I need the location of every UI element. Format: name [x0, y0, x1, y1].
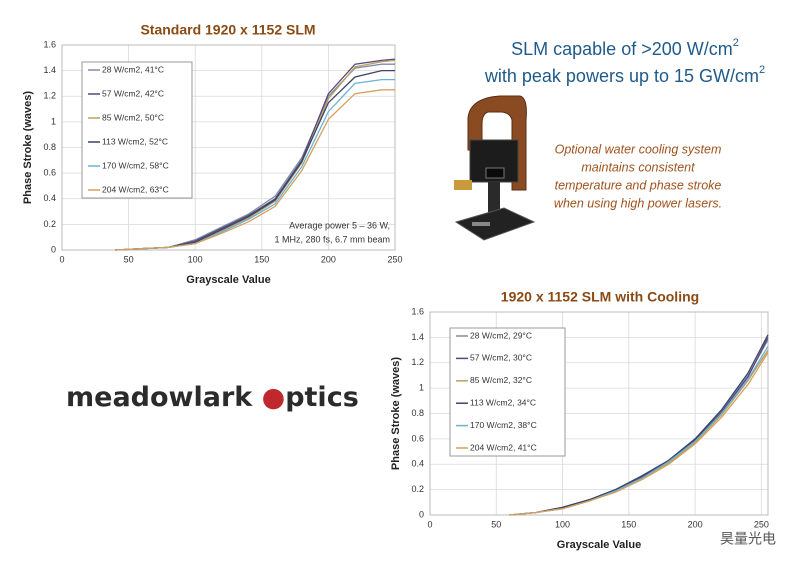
x-tick-label: 250: [387, 254, 402, 264]
logo-text: meadowlark ●ptics: [66, 382, 359, 413]
y-axis-label: Phase Stroke (waves): [22, 91, 34, 204]
x-tick-label: 200: [321, 254, 336, 264]
legend-label: 85 W/cm2, 32°C: [470, 375, 532, 385]
headline-text: SLM capable of >200 W/cm: [511, 39, 733, 59]
x-tick-label: 0: [427, 519, 432, 529]
description-line: temperature and phase stroke: [555, 178, 722, 192]
y-tick-label: 1.4: [43, 65, 56, 75]
chart-title: Standard 1920 x 1152 SLM: [140, 22, 315, 38]
x-tick-label: 100: [555, 519, 570, 529]
y-tick-label: 1.2: [411, 357, 424, 367]
legend-label: 113 W/cm2, 52°C: [102, 136, 168, 146]
headline-sup: 2: [733, 37, 739, 49]
x-tick-label: 250: [754, 519, 769, 529]
headline-sup: 2: [759, 64, 765, 76]
legend-label: 204 W/cm2, 41°C: [470, 442, 537, 452]
y-tick-label: 1.6: [43, 39, 56, 49]
plot-frame: [429, 311, 769, 516]
series-line: [509, 352, 769, 516]
description-line: when using high power lasers.: [554, 196, 722, 210]
y-tick-label: 0.2: [43, 219, 56, 229]
x-tick-label: 0: [59, 254, 64, 264]
legend-box: [449, 327, 566, 457]
headline: with peak powers up to 15 GW/cm2: [484, 64, 765, 86]
y-tick-label: 0.8: [43, 142, 56, 152]
logo: meadowlark ●ptics: [66, 382, 359, 413]
y-axis-label: Phase Stroke (waves): [390, 357, 402, 470]
y-tick-label: 1.2: [43, 91, 56, 101]
headline: SLM capable of >200 W/cm2: [511, 37, 739, 59]
legend-label: 28 W/cm2, 29°C: [470, 330, 532, 340]
annotation: 1 MHz, 280 fs, 6.7 mm beam: [274, 234, 390, 244]
headline-text: with peak powers up to 15 GW/cm: [484, 66, 759, 86]
y-tick-label: 1.6: [411, 306, 424, 316]
y-tick-label: 0.2: [411, 484, 424, 494]
logo-o: ●: [262, 382, 286, 413]
x-tick-label: 150: [621, 519, 636, 529]
series-line: [509, 334, 769, 516]
legend-label: 113 W/cm2, 34°C: [470, 397, 536, 407]
y-tick-label: 0.6: [43, 168, 56, 178]
chart-title: 1920 x 1152 SLM with Cooling: [501, 289, 699, 305]
x-tick-label: 50: [491, 519, 501, 529]
watermark: 昊量光电: [720, 531, 776, 547]
y-tick-label: 0.6: [411, 433, 424, 443]
description-line: maintains consistent: [581, 160, 695, 174]
legend-box: [81, 61, 193, 199]
legend-label: 28 W/cm2, 41°C: [102, 64, 164, 74]
y-tick-label: 0.8: [411, 408, 424, 418]
x-tick-label: 100: [188, 254, 203, 264]
x-tick-label: 150: [254, 254, 269, 264]
logo-part: meadowlark: [66, 382, 262, 413]
y-tick-label: 0: [51, 244, 56, 254]
x-tick-label: 200: [688, 519, 703, 529]
legend-label: 204 W/cm2, 63°C: [102, 184, 169, 194]
series-line: [115, 89, 395, 251]
x-tick-label: 50: [124, 254, 134, 264]
annotation: Average power 5 – 36 W,: [289, 220, 390, 230]
legend-label: 57 W/cm2, 30°C: [470, 353, 532, 363]
plot-frame: [61, 44, 396, 251]
y-tick-label: 0.4: [43, 193, 56, 203]
y-tick-label: 1: [419, 383, 424, 393]
legend-label: 170 W/cm2, 58°C: [102, 160, 169, 170]
y-tick-label: 1: [51, 116, 56, 126]
legend-label: 57 W/cm2, 42°C: [102, 88, 164, 98]
y-tick-label: 0.4: [411, 459, 424, 469]
x-axis-label: Grayscale Value: [557, 539, 641, 551]
x-axis-label: Grayscale Value: [186, 274, 270, 286]
logo-part: ptics: [285, 382, 359, 413]
y-tick-label: 1.4: [411, 332, 424, 342]
y-tick-label: 0: [419, 509, 424, 519]
legend-label: 170 W/cm2, 38°C: [470, 420, 537, 430]
legend-label: 85 W/cm2, 50°C: [102, 112, 164, 122]
description-line: Optional water cooling system: [555, 142, 722, 156]
device-illustration: [454, 95, 536, 241]
